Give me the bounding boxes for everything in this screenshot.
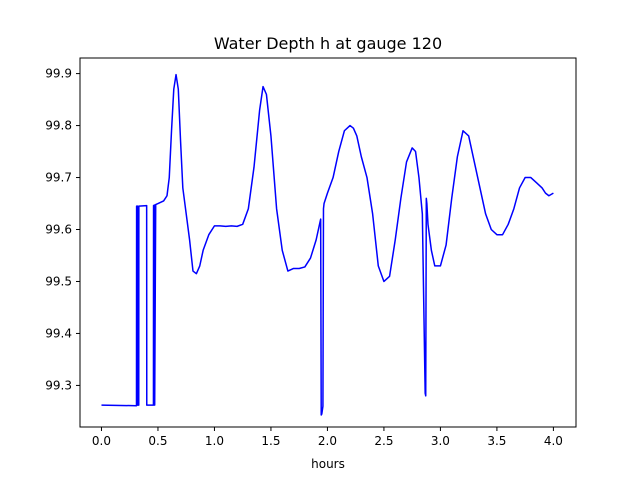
x-tick-label: 0.5 xyxy=(148,434,167,448)
y-axis: 99.3 99.4 99.5 99.6 99.7 99.8 99.9 xyxy=(45,67,80,392)
x-tick-label: 2.0 xyxy=(318,434,337,448)
x-tick-label: 3.5 xyxy=(487,434,506,448)
x-axis: 0.0 0.5 1.0 1.5 2.0 2.5 3.0 3.5 4.0 xyxy=(92,427,563,448)
x-axis-label: hours xyxy=(311,457,345,471)
y-tick-label: 99.9 xyxy=(45,67,72,81)
chart-title: Water Depth h at gauge 120 xyxy=(214,34,442,53)
y-tick-label: 99.7 xyxy=(45,171,72,185)
x-tick-label: 1.0 xyxy=(205,434,224,448)
y-tick-label: 99.3 xyxy=(45,378,72,392)
y-tick-label: 99.5 xyxy=(45,274,72,288)
series-line-water-depth xyxy=(101,73,554,416)
x-tick-label: 4.0 xyxy=(544,434,563,448)
x-tick-label: 1.5 xyxy=(261,434,280,448)
x-tick-label: 0.0 xyxy=(92,434,111,448)
x-tick-label: 2.5 xyxy=(374,434,393,448)
y-tick-label: 99.8 xyxy=(45,119,72,133)
x-tick-label: 3.0 xyxy=(431,434,450,448)
plot-frame xyxy=(79,57,577,428)
plot-area xyxy=(79,57,577,428)
y-tick-label: 99.4 xyxy=(45,326,72,340)
y-tick-label: 99.6 xyxy=(45,223,72,237)
series-layer xyxy=(101,73,554,416)
